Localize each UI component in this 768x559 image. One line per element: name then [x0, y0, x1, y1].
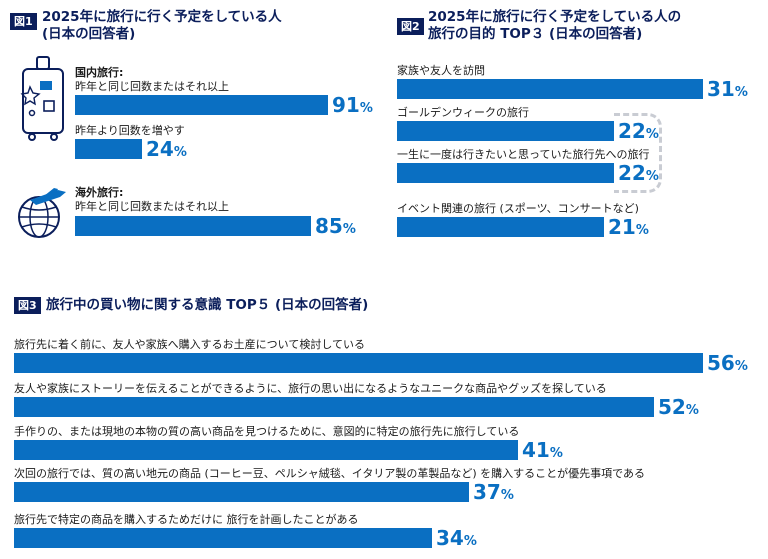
fig1-subtitle: (日本の回答者) [42, 26, 136, 42]
bar-label: 友人や家族にストーリーを伝えることができるように、旅行の思い出になるようなユニー… [14, 382, 607, 395]
bar-value-label: 31% [707, 77, 748, 101]
bar-label: 一生に一度は行きたいと思っていた旅行先への旅行 [397, 148, 650, 161]
bar [75, 216, 311, 236]
fig2-badge: 図2 [397, 18, 424, 35]
bar-label: 手作りの、または現地の本物の質の高い商品を見つけるために、意図的に特定の旅行先に… [14, 425, 520, 438]
bar-label: 昨年より回数を増やす [75, 124, 185, 137]
fig1-badge: 図1 [10, 13, 37, 30]
highlight-bracket [614, 113, 662, 193]
bar [75, 95, 328, 115]
bar-label: 昨年と同じ回数またはそれ以上 [75, 80, 229, 93]
fig3-title: 旅行中の買い物に関する意識 TOP５ (日本の回答者) [46, 297, 369, 313]
fig2-title: 2025年に旅行に行く予定をしている人の [428, 9, 682, 25]
bar-value-label: 34% [436, 526, 477, 550]
bar [14, 353, 703, 373]
suitcase-icon [20, 56, 64, 141]
bar [14, 482, 469, 502]
bar [397, 79, 703, 99]
bar-value-label: 22% [618, 161, 659, 185]
fig3-badge: 図3 [14, 297, 41, 314]
bar-label: 旅行先で特定の商品を購入するためだけに 旅行を計画したことがある [14, 513, 359, 526]
bar [397, 121, 614, 141]
bar [75, 139, 142, 159]
bar [14, 440, 518, 460]
bar-value-label: 91% [332, 93, 373, 117]
bar-label: ゴールデンウィークの旅行 [397, 106, 529, 119]
bar-value-label: 22% [618, 119, 659, 143]
bar-value-label: 24% [146, 137, 187, 161]
bar-value-label: 56% [707, 351, 748, 375]
fig1-group-label: 国内旅行: [75, 66, 124, 79]
bar-label: 旅行先に着く前に、友人や家族へ購入するお土産について検討している [14, 338, 366, 351]
bar-label: 家族や友人を訪問 [397, 64, 485, 77]
bar [397, 163, 614, 183]
bar-label: 次回の旅行では、質の高い地元の商品 (コーヒー豆、ペルシャ絨毯、イタリア製の革製… [14, 467, 646, 480]
bar [14, 528, 432, 548]
bar [397, 217, 604, 237]
globe-airplane-icon [18, 188, 66, 238]
bar-value-label: 85% [315, 214, 356, 238]
bar-value-label: 37% [473, 480, 514, 504]
fig2-subtitle: 旅行の目的 TOP３ (日本の回答者) [428, 26, 643, 42]
fig1-title: 2025年に旅行に行く予定をしている人 [42, 9, 282, 25]
bar [14, 397, 654, 417]
bar-label: 昨年と同じ回数またはそれ以上 [75, 200, 229, 213]
bar-value-label: 21% [608, 215, 649, 239]
bar-value-label: 41% [522, 438, 563, 462]
bar-label: イベント関連の旅行 (スポーツ、コンサートなど) [397, 202, 639, 215]
bar-value-label: 52% [658, 395, 699, 419]
fig1-group-label: 海外旅行: [75, 186, 124, 199]
